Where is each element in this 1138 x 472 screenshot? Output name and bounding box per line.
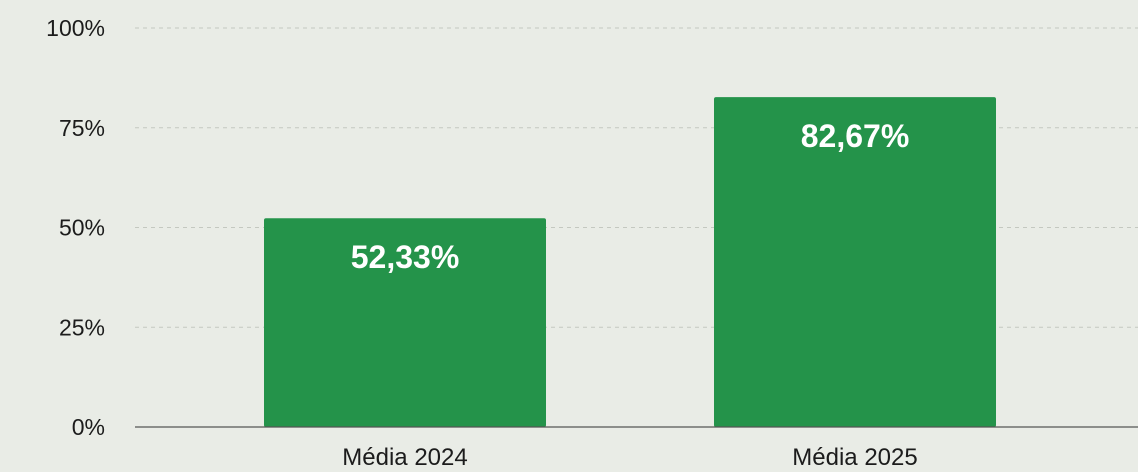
x-tick-label: Média 2024: [342, 444, 467, 471]
bar: [714, 97, 996, 427]
x-tick-label: Média 2025: [792, 444, 917, 471]
bar-data-label: 82,67%: [801, 118, 910, 154]
x-axis-labels: Média 2024 Média 2025: [342, 444, 917, 471]
y-tick-label: 50%: [59, 215, 105, 241]
bars: 52,33% 82,67%: [264, 97, 996, 427]
y-tick-label: 25%: [59, 314, 105, 340]
bar: [264, 218, 546, 427]
y-tick-label: 100%: [46, 15, 105, 41]
y-tick-label: 0%: [72, 414, 105, 440]
y-axis-ticks: 0% 25% 50% 75% 100%: [46, 15, 105, 440]
y-tick-label: 75%: [59, 115, 105, 141]
bar-data-label: 52,33%: [351, 239, 460, 275]
